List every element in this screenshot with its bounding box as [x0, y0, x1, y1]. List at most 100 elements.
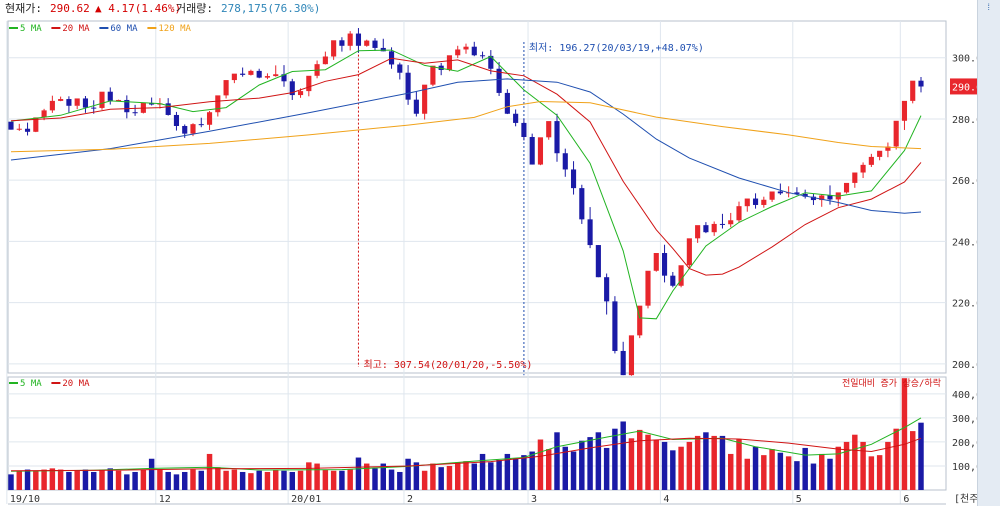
volume-bar: [421, 470, 428, 490]
candle-body: [546, 121, 552, 138]
axes: 200.00 220.00 240.00 260.00 280.00 300.00 100,…: [10, 54, 977, 505]
volume-bar: [901, 378, 908, 490]
volume-bar: [306, 462, 312, 490]
price-panel[interactable]: 최고: 307.54(20/01/20,-5.50%) 최저: 196.27(20…: [8, 24, 924, 376]
candle-body: [852, 172, 858, 183]
price-legend-label: 120 MA: [158, 24, 191, 34]
volume-bar: [438, 467, 444, 490]
volume-bar: [16, 470, 23, 490]
volume-bar: [918, 422, 924, 490]
candle-body: [513, 113, 519, 123]
candle-body: [297, 91, 304, 96]
volume-value: 278,175(76.30%): [221, 2, 321, 15]
stock-chart[interactable]: 최고: 307.54(20/01/20,-5.50%) 최저: 196.27(20…: [0, 0, 977, 506]
volume-bar: [620, 421, 626, 490]
candle-body: [8, 121, 14, 130]
candle-body: [273, 74, 279, 77]
volume-bar: [74, 470, 80, 490]
candle-body: [107, 91, 113, 101]
candle-body: [810, 196, 817, 201]
volume-bar: [124, 474, 130, 490]
volume-bar: [769, 449, 775, 490]
candle-body: [653, 253, 659, 271]
candle-body: [744, 198, 750, 207]
candle-body: [198, 124, 204, 126]
candle-body: [562, 153, 568, 170]
price-value: 290.62: [50, 2, 90, 15]
volume-bar: [314, 463, 320, 490]
x-tick-label: 4: [663, 494, 669, 505]
last-price-badge: [950, 78, 977, 95]
volume-panel[interactable]: 5 MA 20 MA 전일대비 증가 상승/하락: [8, 377, 941, 490]
candle-body: [132, 112, 138, 114]
volume-bar: [521, 455, 527, 490]
price-ma-line: [10, 100, 922, 153]
volume-bar: [868, 456, 875, 490]
volume-bar: [157, 469, 163, 490]
candle-body: [819, 195, 825, 201]
volume-bar: [852, 434, 858, 490]
candle-body: [430, 65, 436, 85]
candle-body: [165, 103, 171, 115]
volume-bar: [198, 470, 205, 490]
candle-body: [49, 100, 55, 111]
volume-bar: [140, 469, 147, 490]
volume-bar: [215, 467, 221, 490]
candle-body: [397, 64, 403, 73]
candle-body: [322, 56, 328, 65]
candle-body: [719, 223, 726, 225]
volume-bar: [876, 455, 883, 490]
volume-bar: [719, 435, 726, 490]
candle-body: [33, 117, 39, 132]
candle-body: [471, 46, 477, 56]
candle-body: [149, 103, 155, 105]
volume-bar: [190, 469, 196, 490]
price-ma-line: [10, 57, 922, 276]
volume-bar: [148, 458, 155, 490]
candle-body: [537, 137, 544, 165]
x-tick-label: 2: [407, 494, 413, 505]
candle-body: [910, 80, 916, 101]
candle-body: [479, 55, 486, 57]
volume-bar: [645, 434, 651, 490]
volume-bar: [670, 450, 676, 490]
volume-bar: [33, 470, 39, 490]
price-tick-label: 260.00: [952, 176, 977, 187]
candle-body: [380, 47, 386, 52]
candle-body: [504, 92, 510, 114]
candle-body: [868, 156, 874, 165]
price-legend-label: 60 MA: [110, 24, 138, 34]
volume-bar: [479, 453, 486, 490]
candle-body: [777, 191, 783, 194]
volume-bar: [579, 440, 585, 490]
candle-body: [761, 199, 767, 205]
candle-body: [190, 124, 196, 134]
candle-body: [231, 73, 237, 81]
candle-body: [289, 81, 295, 96]
volume-bar: [99, 469, 105, 490]
grid: [6, 20, 947, 505]
change-value: ▲ 4.17(1.46%): [95, 2, 182, 15]
candle-body: [24, 128, 31, 132]
candle-body: [628, 335, 635, 376]
volume-bar: [529, 451, 535, 490]
settings-grip-icon[interactable]: ⁞: [986, 3, 992, 13]
price-tick-label: 200.00: [952, 360, 977, 371]
volume-bar: [587, 437, 593, 490]
volume-bar: [537, 439, 544, 490]
candle-body: [182, 125, 188, 134]
volume-bar: [281, 470, 287, 490]
candle-body: [223, 80, 229, 96]
candle-body: [728, 220, 734, 225]
high-annotation: 최고: 307.54(20/01/20,-5.50%): [363, 359, 532, 371]
candle-body: [604, 277, 610, 302]
candle-body: [306, 75, 312, 92]
candle-body: [794, 192, 800, 194]
volume-bar: [661, 441, 668, 490]
candle-body: [463, 46, 469, 50]
volume-bar: [686, 441, 693, 490]
quote-header: 현재가: 290.62 ▲ 4.17(1.46%) 거래량: 278,175(7…: [0, 0, 1000, 18]
price-tick-label: 220.00: [952, 299, 977, 310]
candle-body: [355, 33, 362, 46]
side-toolbar[interactable]: ⁞: [977, 0, 1000, 506]
